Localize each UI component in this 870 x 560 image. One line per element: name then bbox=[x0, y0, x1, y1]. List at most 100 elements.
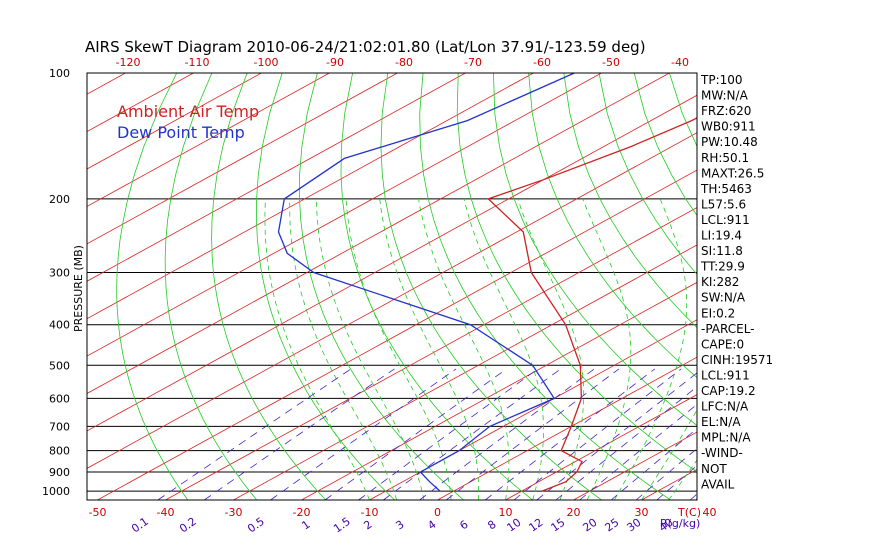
mixing-ratio-label: 3 bbox=[393, 518, 406, 533]
dry-adiabat bbox=[669, 73, 697, 148]
moist-adiabat bbox=[641, 409, 697, 500]
index-entry: MPL:N/A bbox=[701, 431, 751, 445]
isotherm-line bbox=[87, 73, 602, 357]
isotherm-line bbox=[505, 394, 697, 500]
dry-adiabat bbox=[164, 73, 258, 500]
mixing-ratio-line bbox=[204, 368, 395, 500]
isotherm-line bbox=[87, 73, 466, 282]
dry-adiabat bbox=[493, 73, 697, 426]
pressure-tick-label: 900 bbox=[49, 466, 70, 479]
index-entry: KI:282 bbox=[701, 275, 739, 289]
mixing-ratio-line bbox=[555, 386, 697, 500]
index-entry: EI:0.2 bbox=[701, 306, 735, 320]
pressure-tick-label: 500 bbox=[49, 359, 70, 372]
mixing-ratio-line bbox=[536, 372, 697, 500]
index-entry: CINH:19571 bbox=[701, 353, 773, 367]
isotherm-line bbox=[437, 356, 697, 500]
index-entry: FRZ:620 bbox=[701, 104, 751, 118]
dry-adiabat bbox=[116, 73, 189, 500]
mixing-ratio-label: 12 bbox=[527, 516, 546, 535]
mixing-ratio-label: 0.5 bbox=[245, 515, 267, 536]
moist-adiabat bbox=[613, 198, 688, 500]
dry-adiabat bbox=[211, 73, 326, 500]
pressure-tick-label: 600 bbox=[49, 392, 70, 405]
pressure-tick-label: 1000 bbox=[42, 485, 70, 498]
pressure-tick-label: 700 bbox=[49, 420, 70, 433]
dry-adiabat bbox=[528, 73, 697, 379]
mixing-ratio-label: 4 bbox=[425, 518, 438, 533]
legend-entry-air-temp: Ambient Air Temp bbox=[117, 102, 259, 121]
index-entry: EL:N/A bbox=[701, 415, 741, 429]
mixing-ratio-line bbox=[579, 403, 697, 500]
top-temp-tick-label: -100 bbox=[254, 56, 279, 69]
moist-adiabat bbox=[289, 198, 398, 500]
isotherm-line bbox=[778, 73, 870, 500]
moist-adiabat bbox=[517, 198, 585, 500]
isotherm-line bbox=[846, 73, 870, 500]
bottom-temp-tick-label: -10 bbox=[361, 506, 379, 519]
chart-series bbox=[277, 73, 697, 492]
mixing-ratio-label: 8 bbox=[485, 518, 498, 533]
mixing-ratio-line bbox=[157, 368, 352, 500]
mixing-ratio-line bbox=[383, 368, 562, 500]
index-entry: TT:29.9 bbox=[700, 260, 745, 274]
moist-adiabat bbox=[345, 198, 452, 500]
temp-unit-label: T(C) bbox=[677, 506, 701, 519]
mixing-ratio-line bbox=[446, 368, 620, 500]
index-entry: LI:19.4 bbox=[701, 229, 742, 243]
pressure-tick-label: 200 bbox=[49, 193, 70, 206]
dry-adiabat bbox=[563, 73, 697, 329]
mixing-ratio-line bbox=[610, 428, 697, 500]
index-entry: CAP:19.2 bbox=[701, 384, 756, 398]
index-entry: MAXT:26.5 bbox=[701, 166, 764, 180]
top-temp-tick-label: -60 bbox=[533, 56, 551, 69]
dry-adiabat bbox=[419, 73, 671, 500]
top-temp-tick-label: -40 bbox=[671, 56, 689, 69]
mixing-ratio-label: 25 bbox=[603, 516, 622, 535]
mixing-ratio-label: 6 bbox=[457, 518, 470, 533]
isotherm-line bbox=[233, 244, 697, 500]
mixing-ratio-line bbox=[270, 368, 457, 500]
isotherm-line bbox=[87, 73, 534, 320]
index-entry: LCL:911 bbox=[701, 213, 750, 227]
isotherm-line bbox=[87, 73, 330, 207]
pressure-tick-label: 100 bbox=[49, 67, 70, 80]
bottom-temp-tick-label: 20 bbox=[567, 506, 581, 519]
plot-border bbox=[86, 72, 698, 501]
isotherm-line bbox=[87, 73, 670, 394]
index-entry: MW:N/A bbox=[701, 89, 749, 103]
isotherm-line bbox=[87, 94, 697, 432]
isotherm-line bbox=[87, 73, 126, 95]
series-line-air-temp bbox=[487, 117, 697, 492]
y-axis-title: PRESSURE (MB) bbox=[72, 245, 85, 332]
index-entry: WB0:911 bbox=[701, 120, 756, 134]
dry-adiabat bbox=[810, 73, 870, 500]
index-entry: NOT bbox=[701, 462, 727, 476]
mixing-ratio-label: 1.5 bbox=[331, 515, 353, 536]
chart-title: AIRS SkewT Diagram 2010-06-24/21:02:01.8… bbox=[85, 38, 646, 56]
isotherm-line bbox=[87, 132, 697, 469]
bottom-temp-tick-label: 40 bbox=[703, 506, 717, 519]
moist-adiabat bbox=[315, 198, 425, 500]
chart-legend: Ambient Air Temp Dew Point Temp bbox=[117, 102, 259, 142]
index-entry: CAPE:0 bbox=[701, 337, 744, 351]
index-entry: TP:100 bbox=[700, 73, 743, 87]
top-temp-tick-label: -120 bbox=[116, 56, 141, 69]
pressure-tick-label: 300 bbox=[49, 267, 70, 280]
index-entry: TH:5463 bbox=[700, 182, 752, 196]
bottom-temp-tick-label: 10 bbox=[499, 506, 513, 519]
dry-adiabat bbox=[299, 73, 464, 500]
mixing-ratio-label: 15 bbox=[549, 516, 568, 535]
mixing-ratio-label: 1 bbox=[299, 518, 312, 533]
mixing-ratio-label: 20 bbox=[581, 516, 600, 535]
pressure-tick-label: 400 bbox=[49, 319, 70, 332]
mixing-ratio-line bbox=[513, 368, 682, 500]
dry-adiabat bbox=[845, 73, 870, 500]
isotherm-line bbox=[369, 319, 697, 500]
moist-adiabat bbox=[582, 198, 632, 500]
isotherm-line bbox=[97, 169, 697, 500]
mixing-ratio-line bbox=[358, 368, 539, 500]
index-entry: SW:N/A bbox=[701, 291, 746, 305]
index-entry: SI:11.8 bbox=[701, 244, 743, 258]
